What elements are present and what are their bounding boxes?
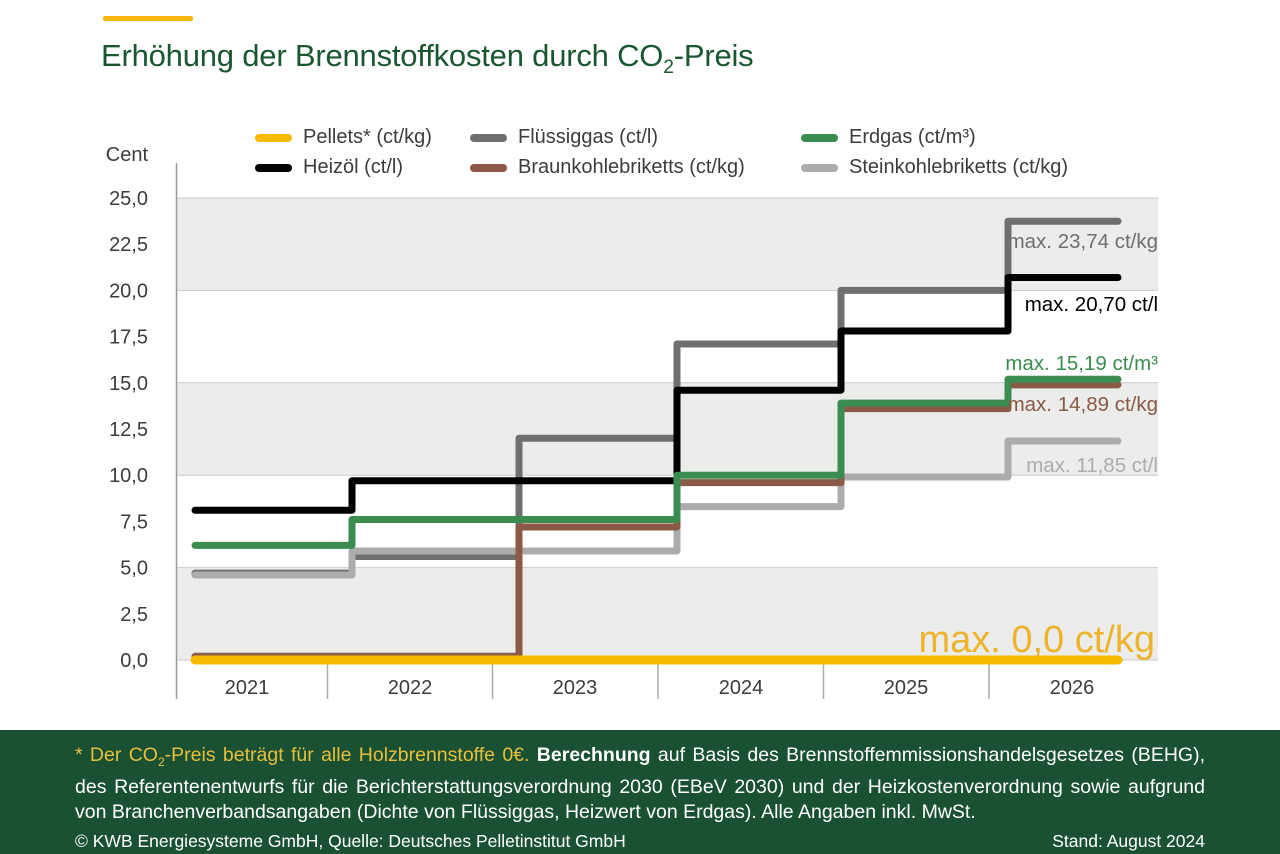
- footer-bottom-row: © KWB Energiesysteme GmbH, Quelle: Deuts…: [75, 831, 1205, 852]
- legend-swatch-icon: [470, 133, 507, 142]
- page-title: Erhöhung der Brennstoffkosten durch CO2-…: [101, 38, 754, 79]
- legend-label: Pellets* (ct/kg): [303, 126, 432, 148]
- max-annotations: max. 23,74 ct/kg max. 20,70 ct/l max. 15…: [918, 230, 1158, 661]
- x-tick-label: 2022: [388, 677, 433, 699]
- legend-label: Erdgas (ct/m³): [849, 126, 976, 148]
- legend-item: Flüssiggas (ct/l): [470, 126, 801, 149]
- footnote-yellow-sentence: -Preis beträgt für alle Holzbrennstoffe …: [164, 744, 530, 766]
- y-tick-label: 15,0: [109, 373, 148, 395]
- legend-swatch-icon: [255, 163, 292, 172]
- copyright-source: © KWB Energiesysteme GmbH, Quelle: Deuts…: [75, 830, 626, 851]
- page-title-text: Erhöhung der Brennstoffkosten durch CO: [101, 38, 664, 73]
- series-line-heizl: [191, 273, 1122, 514]
- y-tick-label: 0,0: [120, 650, 148, 672]
- footnote-star-co: * Der CO: [75, 744, 158, 766]
- footnote-bold-word: Berechnung: [536, 744, 651, 766]
- y-tick-label: 12,5: [109, 419, 148, 441]
- legend-label: Braunkohlebriketts (ct/kg): [518, 156, 745, 178]
- legend-swatch-icon: [470, 163, 507, 172]
- annotation-erdgas-max: max. 15,19 ct/m³: [1005, 352, 1158, 375]
- plot-band: [176, 290, 1158, 383]
- plot-band: [176, 567, 1158, 660]
- series-lines: [190, 217, 1123, 665]
- y-tick-label: 7,5: [120, 511, 148, 533]
- annotation-braunkohle-max: max. 14,89 ct/kg: [1008, 393, 1158, 416]
- legend-label: Steinkohlebriketts (ct/kg): [849, 156, 1068, 178]
- legend-label: Flüssiggas (ct/l): [518, 126, 659, 148]
- page-title-subscript: 2: [663, 57, 674, 79]
- y-tick-label: 10,0: [109, 465, 148, 487]
- annotation-heizoel-max: max. 20,70 ct/l: [1025, 293, 1158, 316]
- footnote-rest: auf Basis des Brennstoffemmissionshandel…: [75, 744, 1205, 823]
- date-stamp: Stand: August 2024: [1052, 830, 1205, 851]
- x-axis-labels: 2021 2022 2023 2024 2025 2026: [225, 677, 1095, 699]
- x-tick-label: 2026: [1050, 677, 1095, 699]
- annotation-fluessiggas-max: max. 23,74 ct/kg: [1008, 230, 1158, 253]
- legend-item: Steinkohlebriketts (ct/kg): [801, 156, 1068, 179]
- x-tick-label: 2025: [884, 677, 929, 699]
- page-title-suffix: -Preis: [673, 38, 754, 73]
- footer: * Der CO2-Preis beträgt für alle Holzbre…: [0, 730, 1280, 854]
- chart-svg: Cent 25,022,520,017,515,012,510,07,55,02…: [106, 144, 1158, 699]
- legend-item: Pellets* (ct/kg): [255, 126, 470, 149]
- y-tick-label: 22,5: [109, 234, 148, 256]
- x-tick-label: 2023: [553, 677, 598, 699]
- legend-swatch-icon: [801, 133, 838, 142]
- y-tick-label: 2,5: [120, 604, 148, 626]
- footnote-text: * Der CO2-Preis beträgt für alle Holzbre…: [75, 743, 1205, 825]
- y-axis-tick-labels: 25,0 22,5 20,0 17,5 15,0 12,5 10,0 7,5 5,0 2,5 0,0: [109, 188, 148, 672]
- plot-band: [176, 382, 1158, 476]
- y-axis-unit-label: Cent: [106, 144, 149, 166]
- legend-item: Heizöl (ct/l): [255, 156, 470, 179]
- legend-swatch-icon: [255, 133, 292, 142]
- legend-item: Erdgas (ct/m³): [801, 126, 1068, 149]
- x-tick-label: 2021: [225, 677, 270, 699]
- series-line-erdgas: [191, 375, 1122, 549]
- annotation-pellets-max: max. 0,0 ct/kg: [918, 619, 1155, 661]
- y-tick-label: 17,5: [109, 327, 148, 349]
- legend-label: Heizöl (ct/l): [303, 156, 404, 178]
- annotation-steinkohle-max: max. 11,85 ct/l: [1026, 454, 1158, 477]
- y-tick-label: 5,0: [120, 558, 148, 580]
- footnote-subscript: 2: [157, 754, 165, 769]
- y-tick-label: 20,0: [109, 280, 148, 302]
- plot-band: [176, 198, 1158, 291]
- legend-swatch-icon: [801, 163, 838, 172]
- chart-legend: Pellets* (ct/kg) Flüssiggas (ct/l) Erdgas …: [255, 126, 1068, 179]
- legend-item: Braunkohlebriketts (ct/kg): [470, 156, 801, 179]
- x-tick-label: 2024: [719, 677, 764, 699]
- title-accent-dash: [103, 16, 193, 21]
- x-axis-ticks: [326, 661, 990, 699]
- y-tick-label: 25,0: [109, 188, 148, 210]
